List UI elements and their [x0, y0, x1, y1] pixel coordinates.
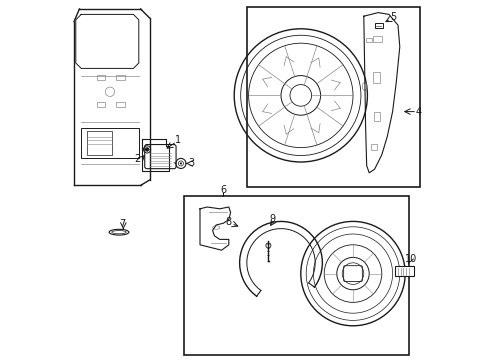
Bar — [374, 112, 380, 121]
Text: 3: 3 — [189, 158, 195, 168]
Bar — [87, 131, 112, 155]
Bar — [117, 102, 125, 107]
Bar — [373, 36, 382, 42]
Ellipse shape — [109, 229, 129, 235]
Bar — [81, 128, 139, 158]
Text: 7: 7 — [119, 219, 125, 229]
Bar — [366, 38, 372, 42]
Bar — [97, 75, 105, 80]
Bar — [184, 196, 409, 355]
Text: 6: 6 — [220, 185, 226, 195]
Bar — [117, 75, 125, 80]
Bar — [374, 23, 383, 28]
Circle shape — [180, 162, 182, 165]
Bar — [247, 7, 419, 187]
Bar — [97, 102, 105, 107]
Circle shape — [146, 148, 148, 151]
Text: 4: 4 — [416, 107, 421, 117]
Text: 9: 9 — [269, 214, 275, 224]
Text: 5: 5 — [390, 12, 396, 22]
Text: 2: 2 — [134, 154, 140, 165]
Bar — [371, 144, 377, 150]
Bar — [373, 72, 380, 83]
Bar — [395, 266, 414, 276]
Text: 10: 10 — [404, 254, 416, 264]
Text: 8: 8 — [226, 217, 232, 228]
Text: 1: 1 — [175, 135, 181, 145]
